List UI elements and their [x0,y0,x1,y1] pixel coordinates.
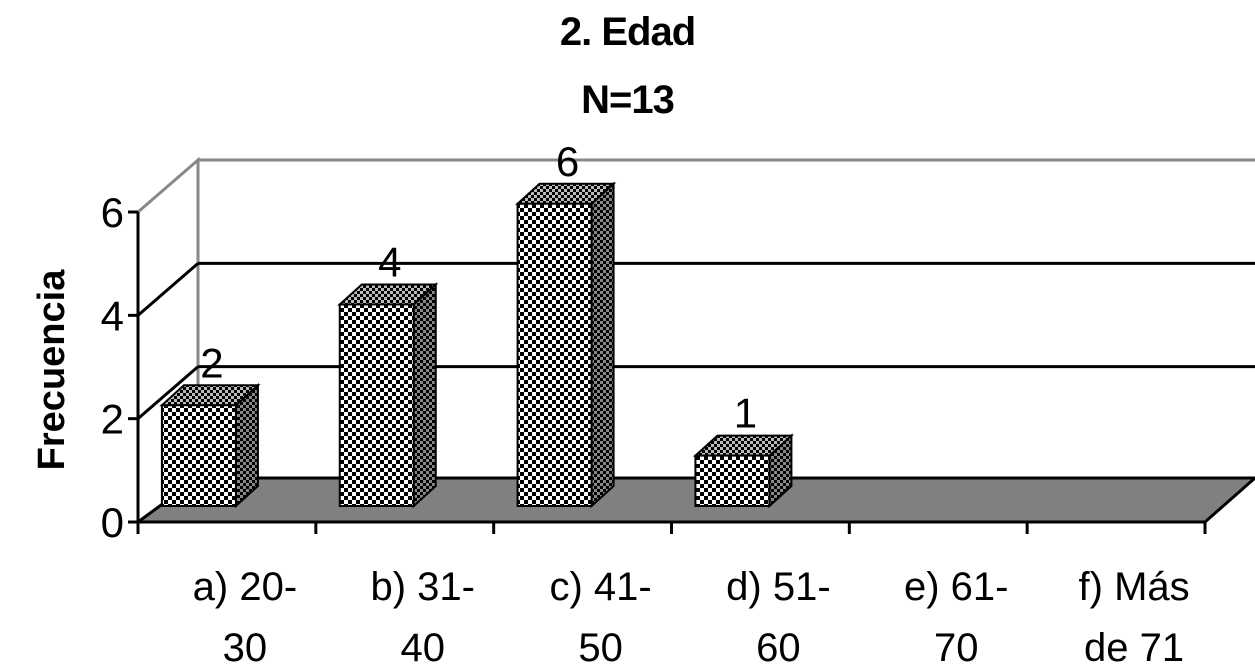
data-label: 4 [378,239,401,286]
x-ticks [136,522,1207,534]
data-label: 2 [200,339,223,386]
x-tick-label: b) 31- [371,565,476,609]
bar-0 [159,382,261,509]
bar-front-face [160,404,237,507]
x-tick-label: f) Más [1079,565,1190,609]
y-ticks: 0 2 4 6 [101,189,138,546]
bar-front-face [694,454,771,507]
gridline-side [137,365,199,420]
y-tick-label: 0 [101,499,124,546]
y-tick-label: 6 [101,189,124,236]
bars [159,181,795,509]
x-tick-label: 30 [223,626,268,669]
x-tick-label: e) 61- [904,565,1009,609]
y-tick-label: 4 [101,292,124,339]
bar-2 [514,181,617,509]
bar-side-face [590,181,615,509]
x-tick-label: de 71 [1084,626,1184,669]
bar-front-face [338,303,415,507]
bar-front-face [516,202,593,507]
x-tick-label: c) 41- [549,565,651,609]
x-tick-label: 70 [934,626,979,669]
x-tick-label: 60 [756,626,801,669]
data-label: 6 [556,138,579,185]
y-tick-label: 2 [101,396,124,443]
gridlines [137,261,1255,420]
x-tick-label: 50 [578,626,623,669]
x-tick-labels: a) 20- 30 b) 31- 40 c) 41- 50 d) 51- 60 e) 61- 70… [193,565,1190,669]
bar-3 [692,433,795,509]
bar-1 [337,282,439,509]
data-labels: 2 4 6 1 [200,138,757,437]
gridline-side [137,262,199,317]
chart-subtitle: N=13 [581,78,675,122]
x-tick-label: d) 51- [726,565,831,609]
x-tick-label: 40 [401,626,446,669]
data-label: 1 [734,390,757,437]
bar-side-face [412,282,437,509]
y-axis-label: Frecuencia [31,269,73,471]
chart-title: 2. Edad [559,10,696,54]
x-tick-label: a) 20- [193,565,298,609]
